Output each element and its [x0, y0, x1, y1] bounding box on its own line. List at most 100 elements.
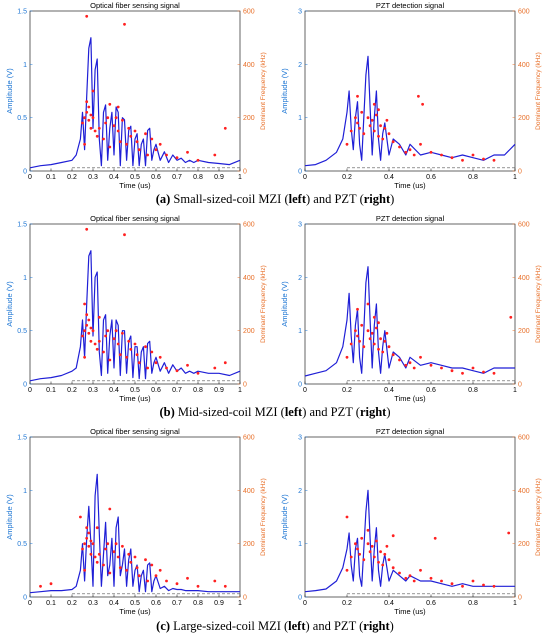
frequency-point [366, 542, 370, 546]
frequency-point [196, 371, 200, 375]
frequency-point [83, 355, 86, 359]
y-axis-label: Amplitude (V) [5, 494, 14, 540]
frequency-point [154, 148, 158, 152]
frequency-point [398, 358, 401, 362]
y2-tick-label: 200 [243, 541, 255, 548]
frequency-point [135, 353, 139, 357]
y-axis-label: Amplitude (V) [5, 68, 14, 114]
frequency-point [144, 345, 147, 349]
frequency-point [87, 544, 91, 548]
frequency-point [93, 129, 97, 133]
frequency-point [186, 150, 189, 154]
y2-tick-label: 400 [243, 488, 255, 495]
frequency-point [95, 560, 99, 564]
x-tick-label: 0.4 [109, 600, 119, 607]
x-tick-label: 0.4 [384, 174, 394, 181]
caption-c: (c) Large-sized-coil MZI (left) and PZT … [0, 619, 550, 634]
frequency-point [345, 355, 349, 359]
y-axis-label: Amplitude (V) [280, 494, 289, 540]
y-tick-label: 1 [23, 488, 27, 495]
x-tick-label: 0.5 [130, 387, 140, 394]
frequency-point [87, 105, 91, 109]
frequency-point [358, 126, 361, 130]
frequency-point [379, 337, 382, 341]
x-tick-label: 0.6 [151, 174, 161, 181]
frequency-point [133, 555, 137, 559]
x-axis-label: Time (us) [394, 607, 426, 616]
caption-end: ) [389, 619, 394, 633]
x-tick-label: 0 [28, 387, 32, 394]
chart-svg: PZT detection signal 0 0.2 0.4 0.6 0.8 1 Time (… [280, 1, 542, 190]
x-axis-label: Time (us) [119, 181, 151, 190]
frequency-point [213, 366, 217, 370]
y2-tick-label: 0 [518, 382, 522, 389]
frequency-point [95, 347, 99, 351]
plot-frame [29, 223, 241, 385]
frequency-point [429, 363, 433, 367]
frequency-point [97, 126, 101, 130]
y2-tick-label: 400 [518, 488, 530, 495]
frequency-point [144, 132, 147, 136]
frequency-point [379, 550, 382, 554]
x-tick-label: 0.1 [46, 387, 56, 394]
frequency-point [507, 531, 511, 535]
y2-tick-label: 200 [518, 328, 530, 335]
frequency-point [372, 129, 376, 133]
y-axis-label: Amplitude (V) [280, 281, 289, 327]
frequency-point [79, 515, 82, 519]
y2-tick-label: 0 [243, 169, 247, 176]
frequency-point [356, 334, 359, 338]
caption-right: right [363, 192, 391, 206]
y2-tick-label: 0 [518, 169, 522, 176]
frequency-point [87, 118, 91, 122]
frequency-point [358, 552, 361, 556]
frequency-point [461, 371, 464, 375]
caption-letter: (a) [155, 192, 171, 206]
frequency-point [391, 534, 395, 538]
y2-axis-label: Dominant Frequency (kHz) [535, 52, 542, 130]
frequency-point [116, 105, 120, 109]
frequency-point [175, 582, 179, 586]
frequency-point [39, 584, 42, 588]
y2-axis-label: Dominant Frequency (kHz) [260, 265, 267, 343]
x-tick-label: 0 [303, 387, 307, 394]
frequency-point [186, 363, 189, 367]
y2-axis-label: Dominant Frequency (kHz) [535, 265, 542, 343]
frequency-point [91, 116, 95, 120]
x-tick-label: 0.8 [468, 387, 478, 394]
x-tick-label: 1 [513, 387, 517, 394]
frequency-point [345, 142, 349, 146]
frequency-point [83, 568, 86, 572]
y-tick-label: 2 [298, 275, 302, 282]
y-tick-label: 0 [298, 169, 302, 176]
x-tick-label: 0.5 [130, 174, 140, 181]
y-axis-label: Amplitude (V) [5, 281, 14, 327]
frequency-point [102, 350, 105, 354]
caption-text: Mid-sized-coil MZI ( [174, 405, 285, 419]
x-tick-label: 0 [28, 174, 32, 181]
frequency-point [433, 536, 437, 540]
frequency-point [385, 331, 389, 335]
x-tick-label: 0.7 [172, 387, 182, 394]
frequency-point [450, 156, 454, 160]
frequency-point [85, 536, 89, 540]
x-axis-label: Time (us) [394, 181, 426, 190]
chart-title: PZT detection signal [376, 1, 445, 10]
frequency-point [83, 142, 86, 146]
y2-tick-label: 0 [243, 595, 247, 602]
frequency-point [154, 574, 158, 578]
caption-left: left [284, 405, 303, 419]
frequency-point [102, 563, 105, 567]
frequency-point [381, 350, 385, 354]
chart-title: PZT detection signal [376, 427, 445, 436]
y2-tick-label: 400 [243, 62, 255, 69]
y2-tick-label: 600 [243, 435, 255, 442]
frequency-point [377, 134, 380, 138]
frequency-point [360, 323, 364, 327]
frequency-point [158, 568, 162, 572]
frequency-point [223, 361, 227, 365]
frequency-point [129, 347, 133, 351]
frequency-point [108, 102, 112, 106]
chart-panel-b-left: Optical fiber sensing signal 0 0.1 0.2 0.3 0.… [0, 213, 275, 405]
x-tick-label: 0.2 [342, 387, 352, 394]
